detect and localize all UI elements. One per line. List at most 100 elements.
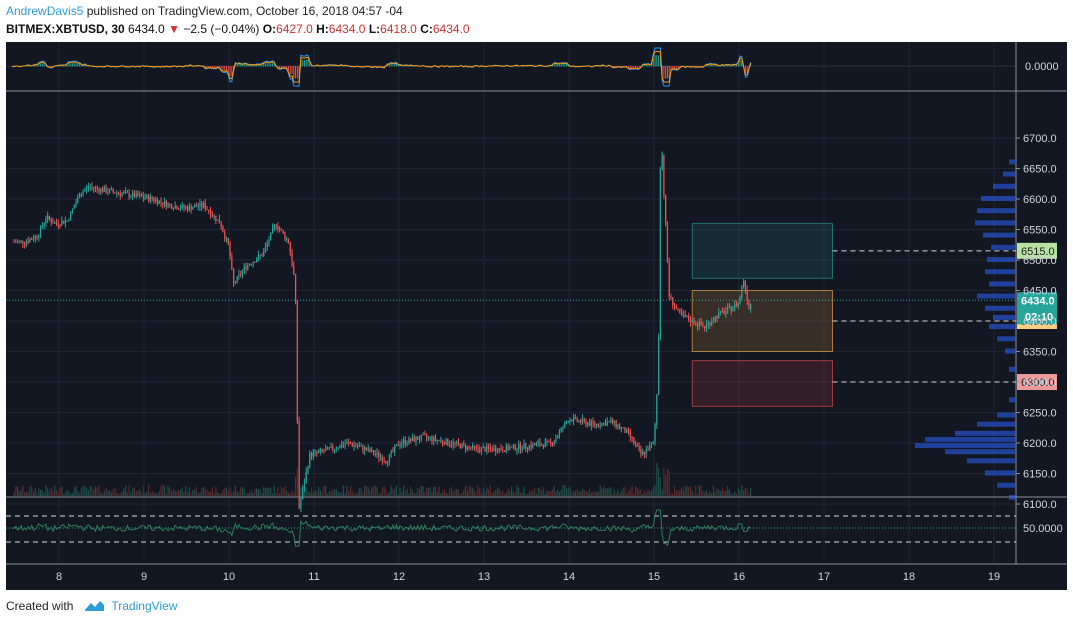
candle-body (62, 220, 65, 224)
volume-bar (438, 486, 440, 496)
candle-body (158, 200, 160, 204)
macd-histogram-bar (257, 64, 259, 67)
macd-histogram-bar (746, 66, 748, 73)
volume-bar (247, 492, 249, 496)
candle-body (383, 461, 385, 463)
candle-body (256, 259, 258, 263)
time-axis[interactable]: 8 9 10 11 12 13 14 15 16 17 18 19 (56, 571, 1000, 583)
volume-bar (365, 485, 368, 496)
price-chart[interactable]: 6515.0 6400.0 6300.0 6434.0 02:10 6100.0 6150.… (6, 42, 1067, 590)
volume-bar (401, 491, 403, 496)
volume-bar (654, 485, 656, 496)
macd-histogram-bar (206, 66, 208, 69)
candle-body (365, 447, 368, 451)
candle-body (553, 441, 555, 446)
volume-bar (441, 491, 444, 496)
macd-histogram-bar (298, 66, 300, 79)
macd-histogram-bar (254, 65, 256, 67)
tradingview-link[interactable]: TradingView (111, 599, 178, 613)
candle-body (296, 300, 298, 422)
volume-bar (422, 486, 424, 496)
macd-histogram-bar (249, 64, 251, 67)
volume-profile-bar (989, 324, 1015, 330)
volume-bar (564, 485, 566, 496)
volume-bar (686, 486, 688, 496)
candle-body (247, 265, 249, 269)
macd-histogram-bar (256, 64, 258, 67)
volume-bar (64, 492, 66, 496)
macd-histogram-bar (728, 65, 730, 67)
candle-body (397, 444, 399, 446)
candle-body (546, 440, 548, 442)
tradingview-logo-icon[interactable] (83, 599, 105, 613)
macd-histogram-bar (291, 66, 293, 74)
volume-bar (691, 490, 693, 496)
candle-body (587, 422, 589, 426)
candle-body (571, 419, 573, 422)
macd-histogram-bar (730, 65, 732, 67)
volume-bar (245, 492, 247, 496)
candle-body (213, 215, 215, 217)
macd-histogram-bar (741, 60, 743, 67)
volume-bar (156, 493, 159, 496)
macd-histogram-bar (303, 60, 305, 67)
macd-histogram-bar (335, 65, 337, 67)
x-tick-label: 17 (818, 571, 830, 583)
x-tick-label: 19 (988, 571, 1000, 583)
candle-body (596, 424, 598, 426)
candle-body (91, 187, 93, 189)
volume-bar (332, 489, 334, 496)
candle-body (140, 194, 143, 197)
macd-histogram-bar (79, 63, 81, 67)
volume-bar (596, 490, 598, 496)
macd-histogram-bar (289, 66, 291, 75)
macd-histogram-bar (64, 65, 66, 67)
volume-bar (464, 485, 467, 496)
volume-bar (328, 491, 330, 496)
macd-histogram-bar (80, 64, 82, 67)
volume-bar (75, 485, 77, 496)
author-link[interactable]: AndrewDavis5 (6, 4, 84, 18)
volume-bar (677, 490, 679, 496)
candle-body (463, 443, 465, 445)
macd-histogram-bar (273, 63, 275, 67)
candle-body (217, 219, 219, 221)
candle-body (475, 447, 477, 449)
volume-bar (668, 470, 670, 496)
candle-body (599, 425, 601, 427)
candle-body (688, 316, 690, 321)
volume-profile-bar (975, 220, 1015, 226)
candle-body (68, 219, 70, 221)
macd-histogram-bar (397, 65, 399, 67)
candle-body (404, 440, 406, 444)
volume-bar (537, 487, 539, 496)
volume-bar (601, 488, 603, 496)
macd-histogram-bar (679, 66, 681, 68)
candle-body (739, 297, 741, 303)
candle-body (617, 425, 619, 428)
volume-bar (473, 490, 476, 496)
candle-body (521, 449, 523, 451)
candle-body (195, 205, 198, 207)
candle-body (454, 442, 456, 444)
macd-histogram-bar (264, 63, 266, 67)
candle-body (619, 425, 621, 429)
price-axis[interactable]: 6515.0 6400.0 6300.0 6434.0 02:10 6100.0 6150.… (1016, 61, 1063, 535)
candle-body (137, 193, 139, 197)
candle-body (643, 452, 646, 455)
candle-body (429, 436, 431, 438)
volume-profile-bar (993, 314, 1015, 320)
candle-body (378, 452, 380, 458)
candle-body (302, 488, 304, 500)
volume-bar (98, 485, 100, 496)
zone-stop (691, 360, 833, 407)
volume-bar (140, 492, 143, 496)
volume-bar (240, 486, 242, 496)
volume-bar (695, 485, 697, 496)
candle-body (211, 215, 213, 217)
macd-histogram-bar (63, 65, 65, 67)
candle-body (84, 189, 86, 192)
volume-bar (158, 491, 160, 496)
candle-body (369, 448, 371, 452)
candle-body (286, 238, 288, 240)
